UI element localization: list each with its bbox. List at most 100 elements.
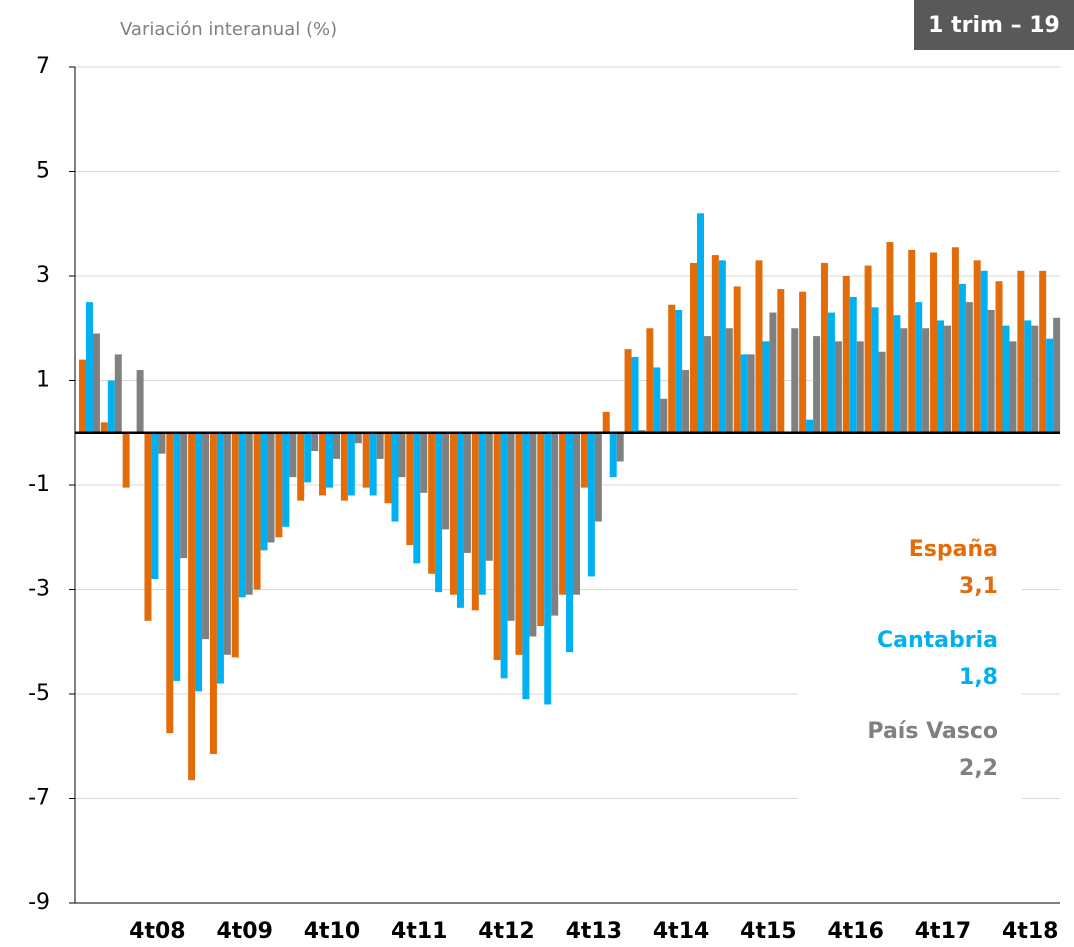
- bar: [908, 249, 916, 433]
- bar: [711, 255, 719, 433]
- bar: [311, 432, 319, 452]
- bar: [522, 432, 530, 700]
- x-tick-label: 4t18: [1002, 919, 1058, 944]
- bar: [987, 309, 995, 433]
- bar: [893, 315, 901, 433]
- bar: [282, 432, 290, 527]
- bar: [144, 432, 152, 621]
- bar: [718, 260, 726, 433]
- bar: [653, 367, 661, 433]
- bar: [638, 430, 646, 433]
- bar: [420, 432, 428, 493]
- bar: [602, 411, 610, 433]
- bar: [529, 432, 537, 637]
- bar: [799, 291, 807, 433]
- bar: [1039, 270, 1047, 433]
- bar: [507, 432, 515, 621]
- bar: [733, 286, 741, 433]
- bar: [297, 432, 305, 501]
- bar: [755, 260, 763, 433]
- bar: [922, 328, 930, 433]
- bar: [435, 432, 443, 593]
- y-tick-label: -3: [28, 577, 50, 602]
- bar: [275, 432, 283, 538]
- bar: [537, 432, 545, 627]
- bar: [703, 336, 711, 433]
- bar: [188, 432, 196, 781]
- bar: [616, 432, 624, 462]
- badge-box: [914, 0, 1074, 50]
- bar: [690, 262, 698, 433]
- bar: [158, 432, 166, 454]
- bar: [195, 432, 203, 692]
- bar: [209, 432, 217, 755]
- bar: [173, 432, 181, 681]
- bar: [107, 380, 115, 433]
- legend-label: País Vasco: [867, 719, 998, 744]
- bar: [456, 432, 464, 608]
- bar: [463, 432, 471, 553]
- bar: [1031, 325, 1039, 433]
- bar: [333, 432, 340, 459]
- bar: [114, 354, 122, 433]
- bar: [260, 432, 268, 551]
- bar: [1024, 320, 1032, 433]
- bar: [376, 432, 384, 459]
- bar: [937, 320, 945, 433]
- bar: [697, 213, 704, 433]
- bar: [965, 302, 973, 433]
- bar: [340, 432, 348, 501]
- bar: [849, 296, 857, 433]
- bar: [587, 432, 595, 577]
- bar: [900, 328, 908, 433]
- legend-value: 2,2: [959, 756, 998, 781]
- bar: [995, 281, 1003, 433]
- x-tick-label: 4t16: [827, 919, 883, 944]
- bar: [980, 270, 988, 433]
- bar: [1009, 341, 1017, 433]
- bar: [319, 432, 327, 496]
- bar: [231, 432, 239, 658]
- bar: [79, 359, 86, 433]
- bar: [493, 432, 501, 661]
- legend-value: 3,1: [959, 574, 998, 599]
- bar: [304, 432, 312, 483]
- bar: [136, 370, 144, 433]
- x-tick-label: 4t10: [304, 919, 360, 944]
- bar: [668, 304, 676, 433]
- legend-value: 1,8: [959, 665, 998, 690]
- bar: [151, 432, 159, 580]
- y-tick-label: -7: [28, 786, 50, 811]
- bar: [747, 354, 755, 433]
- bar: [725, 328, 733, 433]
- legend-label: Cantabria: [877, 628, 998, 653]
- bar: [573, 432, 581, 595]
- bar: [238, 432, 246, 598]
- bar: [856, 341, 864, 433]
- bar: [485, 432, 493, 561]
- bar: [216, 432, 224, 684]
- x-tick-label: 4t08: [129, 919, 185, 944]
- bar: [471, 432, 479, 611]
- bar: [442, 432, 450, 530]
- bar: [951, 247, 959, 433]
- bar: [122, 432, 130, 488]
- bar: [1002, 325, 1010, 433]
- bar: [820, 262, 828, 433]
- x-tick-label: 4t17: [915, 919, 971, 944]
- bar: [289, 432, 297, 478]
- bar: [769, 312, 777, 433]
- bar: [871, 307, 879, 433]
- bar: [864, 265, 872, 433]
- bar: [391, 432, 399, 522]
- badge: 1 trim – 19: [928, 13, 1060, 38]
- legend-label: España: [909, 537, 998, 562]
- bar: [180, 432, 188, 559]
- bar: [428, 432, 436, 574]
- bar: [675, 309, 683, 433]
- x-tick-label: 4t11: [391, 919, 447, 944]
- bar: [267, 432, 275, 543]
- bar: [406, 432, 414, 546]
- bar: [245, 432, 253, 595]
- bar: [930, 252, 938, 433]
